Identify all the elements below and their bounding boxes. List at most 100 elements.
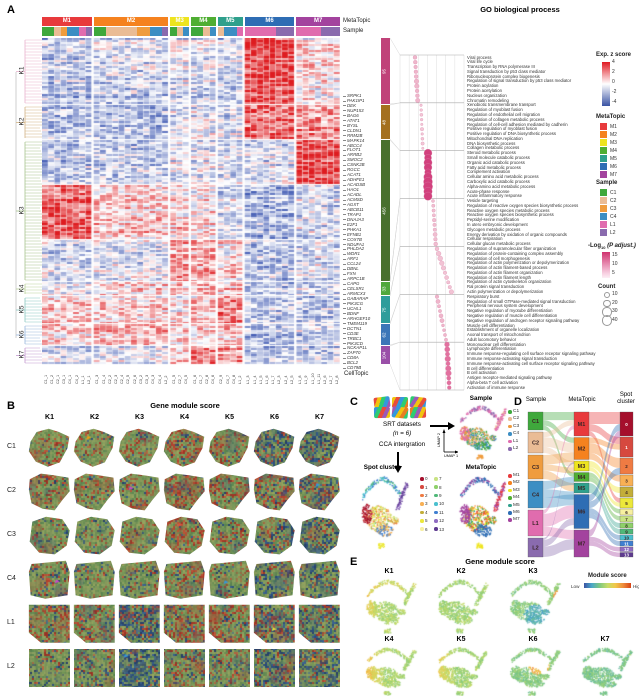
sample-annotation-segment bbox=[275, 27, 295, 36]
celltopic-tick: C2_8 bbox=[205, 374, 210, 384]
spot-cluster-legend-dot-1 bbox=[420, 485, 424, 489]
spot-cluster-legend-label-9: 9 bbox=[439, 493, 442, 498]
panelc-metatopic-label-M7: M7 bbox=[513, 517, 520, 523]
svg-text:C4: C4 bbox=[532, 492, 540, 498]
go-term: Small molecule catabolic process bbox=[467, 155, 530, 160]
go-term: Cellular amino acid metabolic process bbox=[467, 174, 539, 180]
panel-a-label: A bbox=[7, 4, 15, 16]
gene-label-ADHFE1: ADHFE1 bbox=[343, 177, 365, 183]
tissue-map-C4-K7 bbox=[298, 560, 340, 599]
spot-cluster-legend-dot-0 bbox=[420, 477, 424, 481]
tissue-map-L2-K6 bbox=[254, 649, 295, 687]
spot-cluster-legend-label-12: 12 bbox=[439, 518, 445, 524]
celltopic-tick: L1_2 bbox=[238, 375, 243, 384]
umap-module-K3 bbox=[500, 578, 566, 634]
celltopic-tick: C1_3 bbox=[95, 374, 100, 384]
go-term: Positive regulation of DNA biosynthetic … bbox=[467, 131, 557, 137]
row-dendrogram bbox=[15, 39, 42, 364]
panelc-sample-dot-C4 bbox=[508, 432, 512, 436]
heatmap-canvas bbox=[42, 38, 340, 365]
celltopic-tick: L1_5 bbox=[258, 375, 263, 384]
umap-sample-title: Sample bbox=[469, 395, 493, 402]
panel-b-col-K1: K1 bbox=[45, 414, 54, 421]
metatopic-legend-label-M1: M1 bbox=[610, 123, 617, 130]
panel-e-title: Gene module score bbox=[465, 557, 535, 566]
gene-label-TRAP1: TRAP1 bbox=[343, 211, 362, 217]
go-term: Steroid metabolic process bbox=[467, 150, 516, 156]
tissue-map-C2-K3 bbox=[118, 473, 160, 511]
panel-b-col-K4: K4 bbox=[180, 414, 189, 421]
panel-b-col-K3: K3 bbox=[135, 414, 144, 421]
celltopic-tick: C3_2 bbox=[138, 374, 143, 384]
celltopic-tick: L2_7 bbox=[329, 375, 334, 384]
gene-label-DBNL: DBNL bbox=[343, 266, 359, 272]
cluster-label-K4: K4 bbox=[18, 284, 26, 293]
pvalue-tick: 10 bbox=[612, 261, 618, 267]
module-score-legend-title: Module score bbox=[588, 573, 627, 579]
celltopic-tick: L1_11 bbox=[316, 373, 321, 384]
tissue-map-C4-K4 bbox=[163, 560, 205, 599]
panelc-metatopic-dot-M2 bbox=[508, 481, 512, 485]
umap-spot-title: Spot cluster bbox=[363, 464, 401, 471]
gene-label-CCL24: CCL24 bbox=[343, 261, 361, 267]
tissue-map-C3-K6 bbox=[254, 516, 295, 555]
tissue-map-L1-K6 bbox=[253, 604, 295, 643]
gene-label-FXN: FXN bbox=[343, 271, 356, 277]
sample-annotation-segment bbox=[224, 27, 237, 36]
panel-b-col-K2: K2 bbox=[90, 414, 99, 421]
spot-cluster-legend-dot-9 bbox=[434, 493, 438, 498]
go-term: Negative regulation of muscle cell diffe… bbox=[467, 312, 558, 318]
panelc-sample-dot-L1 bbox=[508, 439, 512, 444]
spot-cluster-legend-dot-11 bbox=[434, 510, 438, 515]
zscore-tick: -2 bbox=[612, 89, 617, 95]
zscore-tick: 4 bbox=[612, 59, 615, 65]
panelc-sample-label-L1: L1 bbox=[513, 438, 519, 444]
panel-b-col-K5: K5 bbox=[225, 414, 234, 421]
sample-annotation-segment bbox=[137, 27, 150, 36]
metatopic-header-label-M2: M2 bbox=[126, 18, 136, 24]
svg-text:13: 13 bbox=[624, 553, 630, 558]
go-term: Regulation of actin filament organizatio… bbox=[467, 269, 543, 275]
metatopic-legend-swatch-M3 bbox=[600, 139, 607, 146]
metatopic-legend-swatch-M5 bbox=[600, 155, 607, 162]
gene-label-RGCC: RGCC bbox=[343, 167, 360, 173]
tissue-map-L1-K3 bbox=[118, 604, 160, 643]
spot-cluster-legend-dot-3 bbox=[420, 502, 424, 506]
umap-spot-cluster bbox=[352, 474, 414, 550]
go-term: Vesicle targeting bbox=[467, 198, 499, 204]
sample-legend-label-C2: C2 bbox=[610, 197, 617, 204]
metatopic-header-M1 bbox=[42, 17, 92, 26]
sample-annotation-segment bbox=[93, 27, 107, 36]
go-term: Viral life cycle bbox=[467, 59, 493, 65]
sample-annotation-segment bbox=[170, 27, 177, 36]
go-term: Alpha-beta T cell activation bbox=[467, 379, 518, 385]
spot-cluster-legend-label-0: 0 bbox=[425, 476, 428, 482]
celltopic-tick: L1_8 bbox=[298, 375, 303, 384]
tissue-map-C4-K1 bbox=[28, 560, 70, 599]
tissue-map-C1-K5 bbox=[208, 428, 250, 467]
svg-text:M1: M1 bbox=[578, 422, 586, 428]
go-term: Viral process bbox=[467, 54, 492, 60]
sample-legend-label-L1: L1 bbox=[610, 221, 616, 228]
go-term: Regulation of reactive oxygen species bi… bbox=[467, 202, 579, 208]
panel-b-row-C3: C3 bbox=[7, 531, 16, 538]
sample-annotation-label: Sample bbox=[343, 28, 364, 34]
svg-text:75: 75 bbox=[382, 307, 387, 313]
go-term: Immune response-regulating cell surface … bbox=[467, 351, 596, 357]
panel-b-col-K6: K6 bbox=[270, 414, 279, 421]
gene-label-DEK: DEK bbox=[343, 102, 357, 108]
module-score-colorbar bbox=[584, 583, 631, 588]
go-term: Regulation of signal transduction by p53… bbox=[467, 78, 572, 84]
tissue-map-L2-K1 bbox=[29, 649, 70, 687]
celltopic-tick: C2_6 bbox=[132, 374, 137, 384]
sample-annotation-segment bbox=[296, 27, 322, 36]
zscore-tick: 0 bbox=[612, 79, 615, 85]
spot-cluster-legend-dot-5 bbox=[420, 519, 424, 523]
gene-label-BCL2: BCL2 bbox=[343, 360, 358, 366]
celltopic-tick: L1_3 bbox=[246, 375, 251, 384]
go-term: Acute inflammatory response bbox=[467, 193, 523, 199]
panelc-metatopic-label-M4: M4 bbox=[513, 495, 520, 501]
spot-cluster-legend-dot-13 bbox=[434, 527, 438, 531]
svg-text:456: 456 bbox=[382, 207, 387, 215]
metatopic-legend-swatch-M4 bbox=[600, 147, 607, 154]
